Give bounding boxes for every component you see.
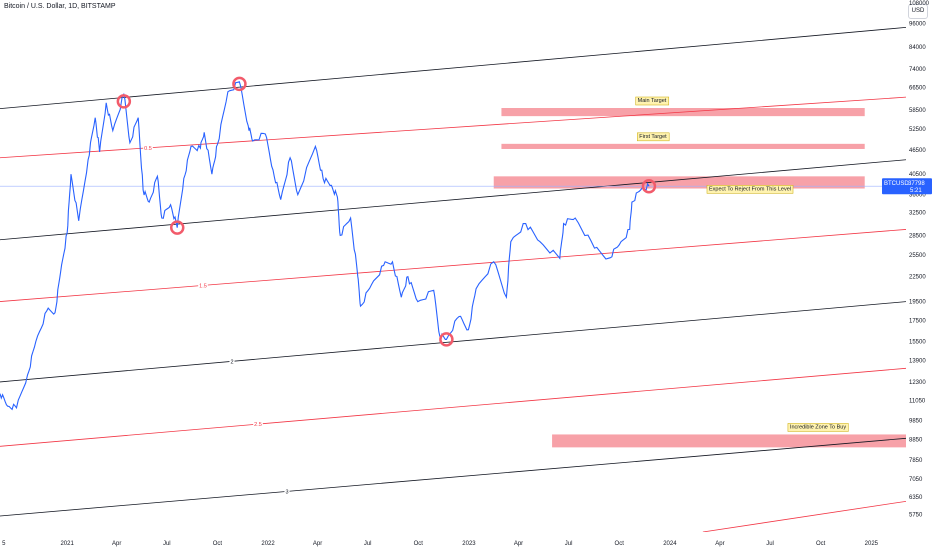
channel-label-bg-4 — [229, 359, 235, 366]
current-price-badge — [882, 178, 932, 195]
y-tick-label: 7850 — [909, 458, 923, 464]
currency-button[interactable]: USD — [908, 4, 928, 19]
x-tick-label: Jul — [364, 541, 372, 547]
x-tick-label: Jul — [163, 541, 171, 547]
y-tick-label: 96000 — [909, 22, 926, 28]
y-tick-label: 84000 — [909, 45, 926, 51]
channel-label-4: 2 — [230, 359, 233, 365]
y-tick-label: 66500 — [909, 86, 926, 92]
y-tick-label: 25500 — [909, 253, 926, 259]
x-tick-label: Oct — [213, 541, 223, 547]
channel-label-bg-1 — [143, 145, 153, 152]
y-tick-label: 46500 — [909, 148, 926, 154]
y-tick-label: 8850 — [909, 437, 923, 443]
channel-label-3: 1.5 — [199, 283, 207, 289]
y-tick-label: 6350 — [909, 495, 923, 501]
y-tick-label: 58500 — [909, 108, 926, 114]
x-tick-label: 2025 — [865, 541, 879, 547]
y-tick-label: 12300 — [909, 380, 926, 386]
x-tick-label: Oct — [816, 541, 826, 547]
zone-label-box-0 — [635, 96, 670, 106]
channel-line-5 — [0, 367, 906, 447]
highlight-marker-2 — [232, 76, 247, 92]
price-line — [0, 81, 650, 411]
y-tick-label: 9850 — [909, 419, 923, 425]
x-tick-label: Oct — [615, 541, 625, 547]
channel-line-0 — [0, 27, 906, 109]
y-tick-label: 11050 — [909, 399, 926, 405]
highlight-marker-1 — [169, 220, 185, 235]
zone-label-box-3 — [787, 423, 849, 432]
y-tick-label: 7050 — [909, 477, 923, 483]
channel-line-6 — [0, 437, 906, 517]
current-price-symbol: BTCUSD — [884, 181, 909, 187]
x-tick-label: 2021 — [60, 541, 74, 547]
y-tick-label: 13900 — [909, 359, 926, 365]
x-tick-label: Apr — [715, 541, 724, 547]
zone-label-2: Expect To Reject From This Level — [709, 186, 791, 192]
y-tick-label: 32500 — [909, 211, 926, 217]
channel-line-3 — [0, 229, 906, 302]
x-tick-label: Jul — [565, 541, 573, 547]
current-price-countdown: 5:21 — [910, 188, 922, 194]
channel-label-5: 2.5 — [254, 422, 262, 428]
x-tick-label: 2024 — [663, 541, 677, 547]
current-price-value: 37798 — [908, 181, 925, 187]
y-tick-label: 5750 — [909, 512, 923, 518]
y-tick-label: 17500 — [909, 318, 926, 324]
x-tick-label: Oct — [414, 541, 424, 547]
y-tick-label: 74000 — [909, 67, 926, 73]
y-tick-label: 108000 — [909, 1, 930, 7]
x-tick-label: 5 — [2, 541, 6, 547]
zone-label-box-1 — [637, 132, 670, 142]
x-tick-label: 2022 — [261, 541, 275, 547]
y-tick-label: 40500 — [909, 172, 926, 178]
channel-label-bg-3 — [198, 283, 208, 290]
channel-label-bg-5 — [253, 422, 263, 429]
y-tick-label: 52500 — [909, 127, 926, 133]
zone-2 — [493, 176, 865, 189]
y-tick-label: 19500 — [909, 300, 926, 306]
x-tick-label: Apr — [514, 541, 523, 547]
y-tick-label: 15500 — [909, 340, 926, 346]
channel-label-6: 3 — [285, 489, 288, 495]
channel-line-2 — [0, 159, 906, 241]
zone-label-box-2 — [706, 185, 794, 194]
channel-label-bg-6 — [284, 489, 290, 496]
chart-title: Bitcoin / U.S. Dollar, 1D, BITSTAMP — [4, 3, 116, 10]
y-tick-label: 36000 — [909, 193, 926, 199]
highlight-marker-4 — [641, 178, 657, 194]
x-tick-label: Jul — [766, 541, 774, 547]
zone-1 — [501, 143, 865, 149]
x-tick-label: Apr — [112, 541, 121, 547]
zone-3 — [552, 434, 906, 448]
x-tick-label: Apr — [313, 541, 322, 547]
zone-label-3: Incredible Zone To Buy — [790, 424, 846, 430]
zone-label-0: Main Target — [638, 98, 667, 104]
channel-label-1: 0.5 — [144, 146, 152, 152]
zone-label-1: First Target — [639, 134, 667, 140]
channel-line-7 — [702, 500, 906, 532]
highlight-marker-0 — [116, 94, 132, 109]
y-tick-label: 28500 — [909, 233, 926, 239]
y-tick-label: 22500 — [909, 275, 926, 281]
highlight-marker-3 — [439, 332, 454, 347]
x-tick-label: 2023 — [462, 541, 476, 547]
